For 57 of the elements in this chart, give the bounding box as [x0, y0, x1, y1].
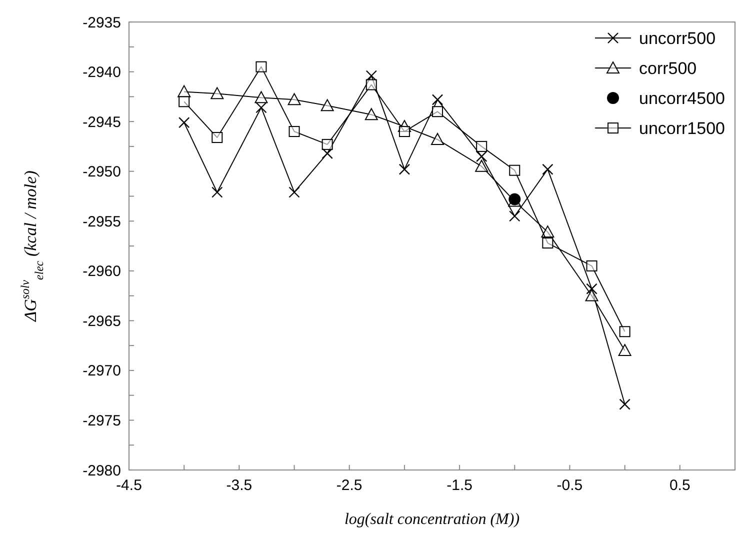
y-tick-label: -2945: [82, 114, 121, 131]
point: [509, 210, 520, 222]
point: [288, 126, 300, 138]
y-tick-label: -2950: [82, 164, 121, 181]
point: [256, 102, 267, 114]
point: [398, 164, 410, 175]
point: [366, 79, 377, 90]
point: [256, 61, 267, 72]
y-tick-label: -2970: [82, 362, 121, 380]
point: [212, 186, 223, 198]
legend-label: uncorr500: [639, 28, 716, 48]
point: [432, 94, 444, 106]
y-tick-label: -2960: [82, 263, 121, 280]
x-tick-label: -1.5: [446, 477, 472, 494]
point: [541, 226, 554, 238]
point: [585, 289, 598, 302]
point: [618, 344, 632, 356]
point: [619, 326, 630, 338]
point: [288, 186, 300, 198]
point: [364, 108, 378, 120]
y-tick-label: -2940: [82, 64, 121, 82]
point: [254, 91, 268, 104]
y-tick-label: -2980: [82, 462, 121, 480]
point: [509, 164, 520, 176]
y-tick-label: -2975: [82, 412, 121, 430]
x-tick-label: -4.5: [116, 477, 142, 494]
point: [320, 99, 334, 112]
legend-label: uncorr1500: [639, 118, 726, 138]
point: [178, 96, 190, 108]
point: [431, 132, 444, 145]
x-tick-label: -2.5: [336, 477, 362, 494]
y-tick-label: -2955: [82, 213, 121, 230]
point: [322, 148, 333, 160]
y-tick-label: -2965: [82, 312, 121, 330]
point: [542, 164, 554, 175]
point: [322, 138, 333, 150]
point: [586, 283, 598, 294]
point: [432, 106, 444, 118]
point: [476, 140, 488, 152]
x-tick-label: -3.5: [226, 477, 252, 494]
point: [619, 398, 630, 410]
x-tick-label: -0.5: [556, 477, 583, 494]
point: [212, 132, 223, 143]
point: [366, 70, 377, 82]
point: [476, 150, 488, 162]
point: [178, 116, 190, 128]
legend-label: uncorr4500: [639, 88, 726, 108]
point: [586, 260, 598, 272]
legend-label: corr500: [639, 58, 697, 78]
x-tick-label: 0.5: [669, 477, 690, 494]
point: [398, 126, 410, 138]
x-axis-title: log(salt concentration (M)): [344, 511, 520, 528]
point: [475, 160, 488, 172]
point: [288, 93, 301, 106]
point: [542, 238, 554, 249]
point: [210, 87, 224, 100]
y-tick-label: -2935: [82, 14, 121, 32]
